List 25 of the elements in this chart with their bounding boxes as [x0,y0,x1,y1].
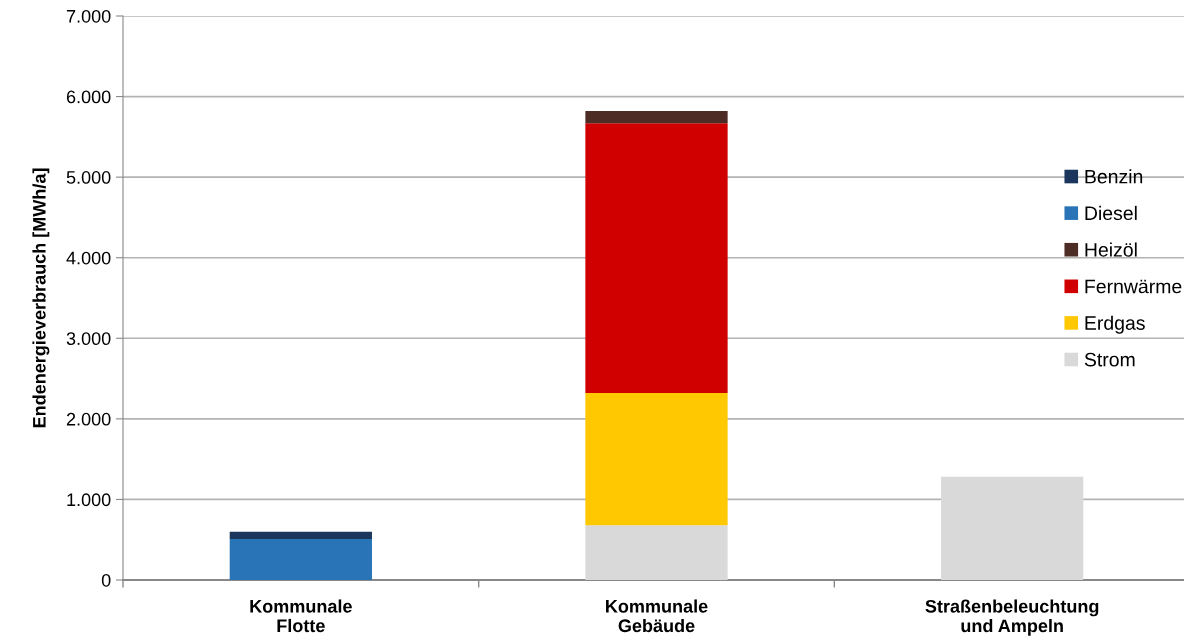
y-tick-label: 2.000 [66,412,111,426]
legend-label: Strom [1084,352,1135,367]
bar [585,393,728,526]
legend-label: Heizöl [1085,242,1137,257]
bar [585,111,728,124]
x-tick-label: Kommunale Gebäude [606,599,708,633]
y-tick-label: 4.000 [66,251,111,265]
y-tick-label: 7.000 [66,9,111,23]
legend-label: Benzin [1085,169,1143,184]
bar [229,538,372,580]
bar [941,476,1084,580]
x-tick-label: Straßenbeleuchtung und Ampeln [925,599,1099,636]
bar [229,531,372,539]
y-axis-title: Endenergieverbrauch [MWh/a] [32,168,50,428]
y-tick-label: 1.000 [67,493,111,507]
y-tick-label: 0 [101,573,111,587]
legend-label: Fernwärme [1085,279,1182,294]
y-tick-label: 5.000 [66,171,111,184]
bar [585,123,728,394]
legend-label: Diesel [1085,205,1137,221]
legend-label: Erdgas [1085,315,1145,334]
x-tick-label: Kommunale Flotte [250,599,352,633]
bar [585,525,728,580]
y-tick-label: 6.000 [66,90,111,104]
y-tick-label: 3.000 [66,332,111,346]
